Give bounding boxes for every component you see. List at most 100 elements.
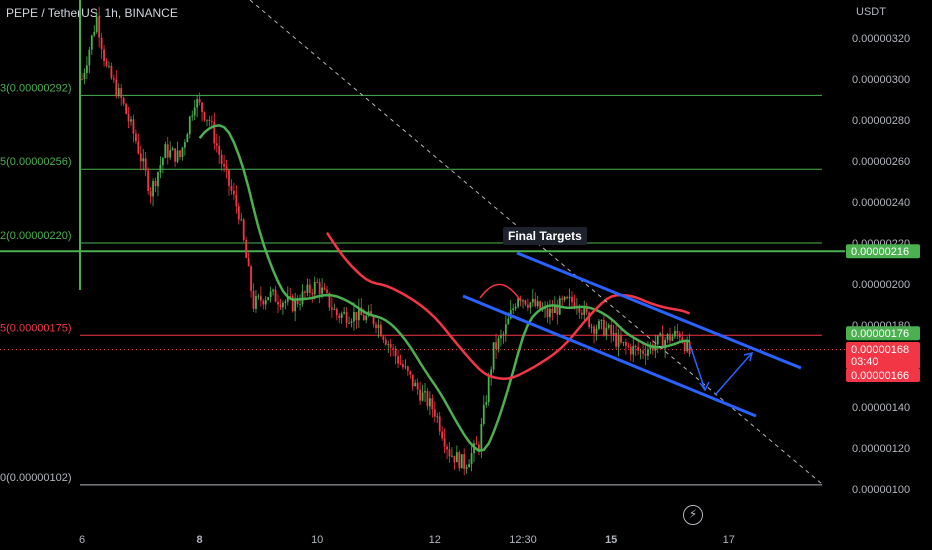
candle-body — [269, 291, 272, 298]
candle-body — [676, 330, 679, 334]
chart-title: PEPE / TetherUS, 1h, BINANCE — [6, 6, 178, 20]
candle-body — [259, 295, 262, 301]
candle-body — [316, 282, 319, 283]
candle-body — [144, 158, 147, 171]
candle-body — [296, 298, 299, 305]
candle-body — [446, 446, 448, 450]
candle-body — [495, 342, 497, 350]
candle-body — [81, 79, 83, 80]
candle-body — [152, 181, 154, 197]
candle-body — [210, 120, 213, 122]
candle-body — [380, 324, 382, 337]
candle-body — [264, 300, 267, 305]
fib-level-label: 0(0.00000102) — [0, 472, 72, 484]
candle-body — [147, 170, 150, 192]
candle-body — [331, 307, 333, 310]
candle-body — [639, 350, 642, 352]
candle-body — [108, 65, 110, 67]
candle-body — [664, 339, 666, 349]
candle-body — [666, 334, 669, 340]
candle-body — [492, 342, 495, 370]
price-tag — [846, 342, 920, 356]
candle-body — [90, 35, 93, 50]
candle-body — [88, 49, 91, 66]
candle-body — [588, 312, 591, 328]
candle-body — [377, 324, 380, 329]
fib-level-label: 3(0.00000292) — [0, 82, 72, 94]
candle-body — [593, 326, 595, 334]
candle-body — [384, 339, 387, 345]
moving-average-slow — [325, 232, 691, 381]
fib-level-label: 2(0.00000220) — [0, 230, 72, 242]
candle-body — [426, 391, 429, 407]
candle-body — [561, 298, 564, 300]
candle-body — [485, 402, 488, 405]
candle-body — [531, 298, 534, 303]
candle-body — [602, 319, 605, 336]
candle-body — [95, 16, 98, 33]
candle-body — [470, 453, 473, 465]
price-tag — [846, 326, 920, 341]
channel-upper-line — [516, 251, 802, 370]
y-tick-label: 0.00000200 — [852, 279, 910, 291]
candle-body — [115, 79, 118, 97]
candle-body — [213, 121, 216, 144]
candle-body — [306, 284, 309, 293]
candle-body — [502, 334, 505, 336]
candle-body — [284, 301, 287, 303]
candle-body — [289, 296, 292, 297]
candle-body — [656, 335, 659, 345]
candle-body — [164, 144, 167, 159]
candle-body — [262, 300, 265, 305]
candle-body — [590, 326, 593, 328]
candle-body — [117, 88, 120, 97]
candle-body — [365, 315, 368, 321]
candle-body — [551, 308, 554, 314]
candle-body — [149, 191, 152, 197]
candle-body — [225, 166, 228, 171]
candle-body — [544, 308, 546, 310]
candle-body — [436, 416, 439, 418]
fib-level-label: 5(0.00000256) — [0, 156, 72, 168]
candle-body — [142, 158, 145, 162]
candle-body — [245, 240, 248, 258]
candle-body — [497, 338, 500, 350]
candle-body — [455, 452, 458, 463]
candle-body — [345, 312, 348, 323]
candle-body — [311, 292, 314, 295]
candle-body — [257, 295, 260, 297]
candle-body — [615, 332, 617, 347]
x-tick-label: 10 — [311, 534, 323, 546]
candle-body — [546, 308, 549, 318]
candle-body — [580, 312, 583, 315]
final-targets-annotation[interactable]: Final Targets — [503, 227, 587, 245]
candle-body — [220, 154, 223, 165]
y-tick-label: 0.00000280 — [852, 115, 910, 127]
candle-body — [372, 316, 375, 325]
y-tick-label: 0.00000120 — [852, 443, 910, 455]
candle-body — [112, 78, 115, 80]
candle-body — [274, 289, 277, 302]
candle-body — [255, 296, 257, 309]
candle-body — [482, 404, 485, 424]
candle-body — [191, 115, 194, 117]
candle-body — [154, 181, 157, 187]
candle-body — [83, 72, 86, 80]
candle-body — [475, 443, 478, 445]
candle-body — [571, 296, 573, 303]
candle-body — [605, 327, 608, 336]
candle-body — [186, 134, 189, 143]
candle-body — [301, 291, 304, 304]
lightning-icon[interactable]: ⚡ — [683, 505, 703, 525]
y-tick-label: 0.00000240 — [852, 197, 910, 209]
candle-body — [103, 49, 105, 62]
price-tag-label: 0.00000166 — [851, 370, 909, 382]
candle-body — [522, 300, 524, 302]
candle-body — [647, 349, 649, 356]
candle-body — [206, 119, 208, 121]
candle-body — [353, 311, 355, 322]
candle-body — [573, 302, 576, 308]
candle-body — [174, 148, 176, 162]
candle-body — [279, 304, 282, 308]
